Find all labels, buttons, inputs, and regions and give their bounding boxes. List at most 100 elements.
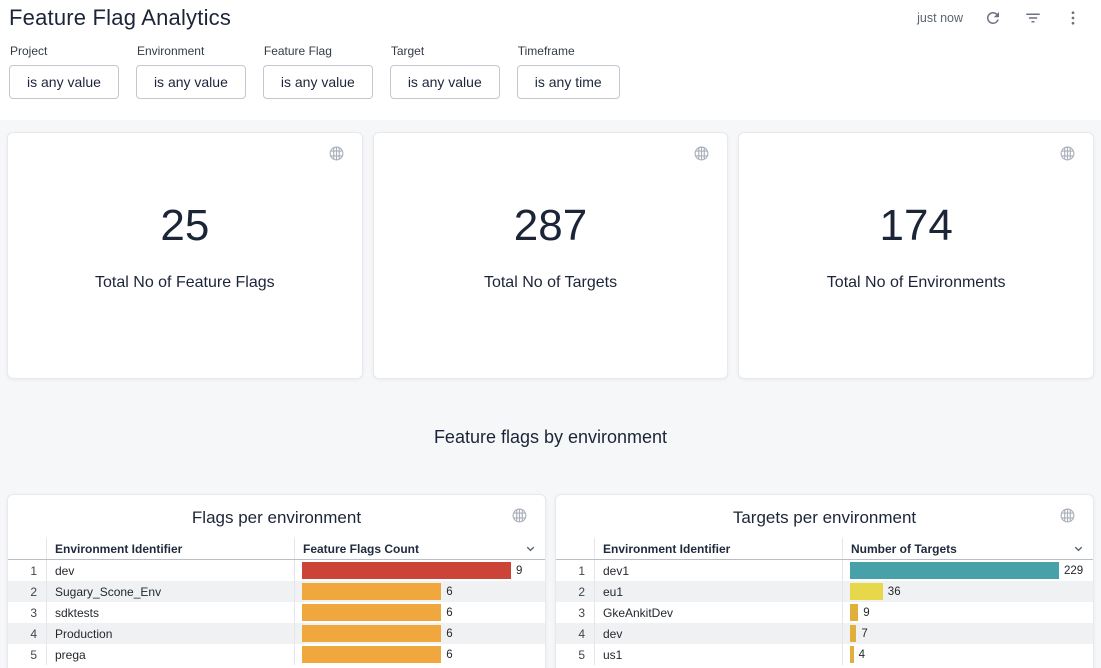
value-label: 9 xyxy=(863,606,870,619)
value-bar[interactable] xyxy=(302,583,442,600)
value-label: 9 xyxy=(515,564,523,577)
environment-cell[interactable]: GkeAnkitDev xyxy=(594,602,842,623)
filter-project: Project is any value xyxy=(9,44,119,99)
value-label: 4 xyxy=(858,648,866,661)
environment-cell[interactable]: Sugary_Scone_Env xyxy=(46,581,294,602)
table-row: 1 dev 9 xyxy=(8,560,545,581)
table-row: 5 prega 6 xyxy=(8,644,545,665)
value-label: 6 xyxy=(446,627,453,640)
filter-label: Project xyxy=(10,44,48,58)
table-row: 2 Sugary_Scone_Env 6 xyxy=(8,581,545,602)
filter-value-button[interactable]: is any value xyxy=(135,65,246,99)
table-title: Targets per environment xyxy=(732,508,917,527)
value-cell: 7 xyxy=(842,623,1093,644)
filter-label: Feature Flag xyxy=(263,44,332,58)
kpi-label: Total No of Environments xyxy=(826,273,1006,291)
table-tile-icon-wrap xyxy=(1059,507,1076,529)
tables-row: Flags per environment Environment Identif… xyxy=(7,494,1094,668)
value-cell: 6 xyxy=(294,581,545,602)
kpi-row: 25 Total No of Feature Flags 287 Total No … xyxy=(7,132,1095,379)
filter-value-button[interactable]: is any time xyxy=(516,65,620,99)
value-bar[interactable] xyxy=(302,646,442,663)
column-header-count[interactable]: Number of Targets xyxy=(842,538,1093,559)
value-cell: 36 xyxy=(842,581,1093,602)
table-row: 3 GkeAnkitDev 9 xyxy=(556,602,1093,623)
more-vert-icon xyxy=(1071,11,1075,25)
kpi-card: 25 Total No of Feature Flags xyxy=(7,132,363,379)
filter-bar: Project is any value Environment is any val… xyxy=(0,31,1101,99)
row-index: 1 xyxy=(578,563,585,578)
row-index: 2 xyxy=(578,584,585,599)
table-row: 1 dev1 229 xyxy=(556,560,1093,581)
kpi-label: Total No of Targets xyxy=(483,273,618,291)
row-index: 3 xyxy=(578,605,585,620)
value-bar[interactable] xyxy=(302,625,442,642)
row-index: 5 xyxy=(30,647,37,662)
value-bar[interactable] xyxy=(850,562,1059,579)
row-index: 4 xyxy=(578,626,585,641)
column-header-environment[interactable]: Environment Identifier xyxy=(46,538,294,559)
dashboard-header: Feature Flag Analytics just now Project i… xyxy=(0,0,1101,120)
value-bar[interactable] xyxy=(850,646,854,663)
value-bar[interactable] xyxy=(302,562,511,579)
row-index: 2 xyxy=(30,584,37,599)
column-header-count[interactable]: Feature Flags Count xyxy=(294,538,545,559)
value-cell: 6 xyxy=(294,623,545,644)
table-row: 3 sdktests 6 xyxy=(8,602,545,623)
filter-value-button[interactable]: is any value xyxy=(262,65,373,99)
kpi-value: 174 xyxy=(879,200,953,250)
value-label: 7 xyxy=(861,627,868,640)
table-row: 5 us1 4 xyxy=(556,644,1093,665)
kpi-tile-icon-wrap xyxy=(1059,145,1076,167)
topbar: Feature Flag Analytics just now xyxy=(0,0,1101,31)
table-body: 1 dev 9 2 Sugary_Scone_Env 6 3 sdktests 6 4 Produc… xyxy=(8,560,545,665)
value-label: 6 xyxy=(446,606,453,619)
globe-icon xyxy=(512,508,527,523)
environment-cell[interactable]: Production xyxy=(46,623,294,644)
environment-cell[interactable]: dev xyxy=(46,560,294,581)
environment-cell[interactable]: dev1 xyxy=(594,560,842,581)
filter-target: Target is any value xyxy=(389,44,500,99)
environment-cell[interactable]: dev xyxy=(594,623,842,644)
value-cell: 229 xyxy=(842,560,1093,581)
filter-timeframe: Timeframe is any time xyxy=(516,44,620,99)
more-options-button[interactable] xyxy=(1061,6,1085,30)
globe-icon xyxy=(1060,146,1075,161)
environment-cell[interactable]: prega xyxy=(46,644,294,665)
table-row: 4 Production 6 xyxy=(8,623,545,644)
filter-value-button[interactable]: is any value xyxy=(389,65,500,99)
globe-icon xyxy=(694,146,709,161)
filter-button[interactable] xyxy=(1021,6,1045,30)
kpi-value: 25 xyxy=(160,200,210,250)
value-bar[interactable] xyxy=(850,604,859,621)
table-card: Flags per environment Environment Identif… xyxy=(7,494,546,668)
refresh-icon xyxy=(987,12,999,24)
environment-cell[interactable]: eu1 xyxy=(594,581,842,602)
row-index: 5 xyxy=(578,647,585,662)
value-cell: 6 xyxy=(294,602,545,623)
value-label: 36 xyxy=(887,585,901,598)
filter-value-button[interactable]: is any value xyxy=(9,65,119,99)
row-index: 4 xyxy=(30,626,37,641)
kpi-card: 174 Total No of Environments xyxy=(738,132,1095,379)
table-card: Targets per environment Environment Ident… xyxy=(555,494,1094,668)
value-bar[interactable] xyxy=(850,583,883,600)
kpi-tile-icon-wrap xyxy=(693,145,710,167)
filter-icon xyxy=(1026,13,1040,23)
value-cell: 4 xyxy=(842,644,1093,665)
kpi-card: 287 Total No of Targets xyxy=(372,132,729,379)
last-updated-text: just now xyxy=(917,11,963,25)
value-cell: 9 xyxy=(294,560,545,581)
chevron-down-icon[interactable] xyxy=(1072,542,1085,555)
row-index: 1 xyxy=(30,563,37,578)
filter-label: Environment xyxy=(136,44,205,58)
value-label: 229 xyxy=(1063,564,1084,577)
value-bar[interactable] xyxy=(850,625,857,642)
refresh-button[interactable] xyxy=(981,6,1005,30)
chevron-down-icon[interactable] xyxy=(524,542,537,555)
environment-cell[interactable]: us1 xyxy=(594,644,842,665)
column-header-environment[interactable]: Environment Identifier xyxy=(594,538,842,559)
value-bar[interactable] xyxy=(302,604,442,621)
environment-cell[interactable]: sdktests xyxy=(46,602,294,623)
